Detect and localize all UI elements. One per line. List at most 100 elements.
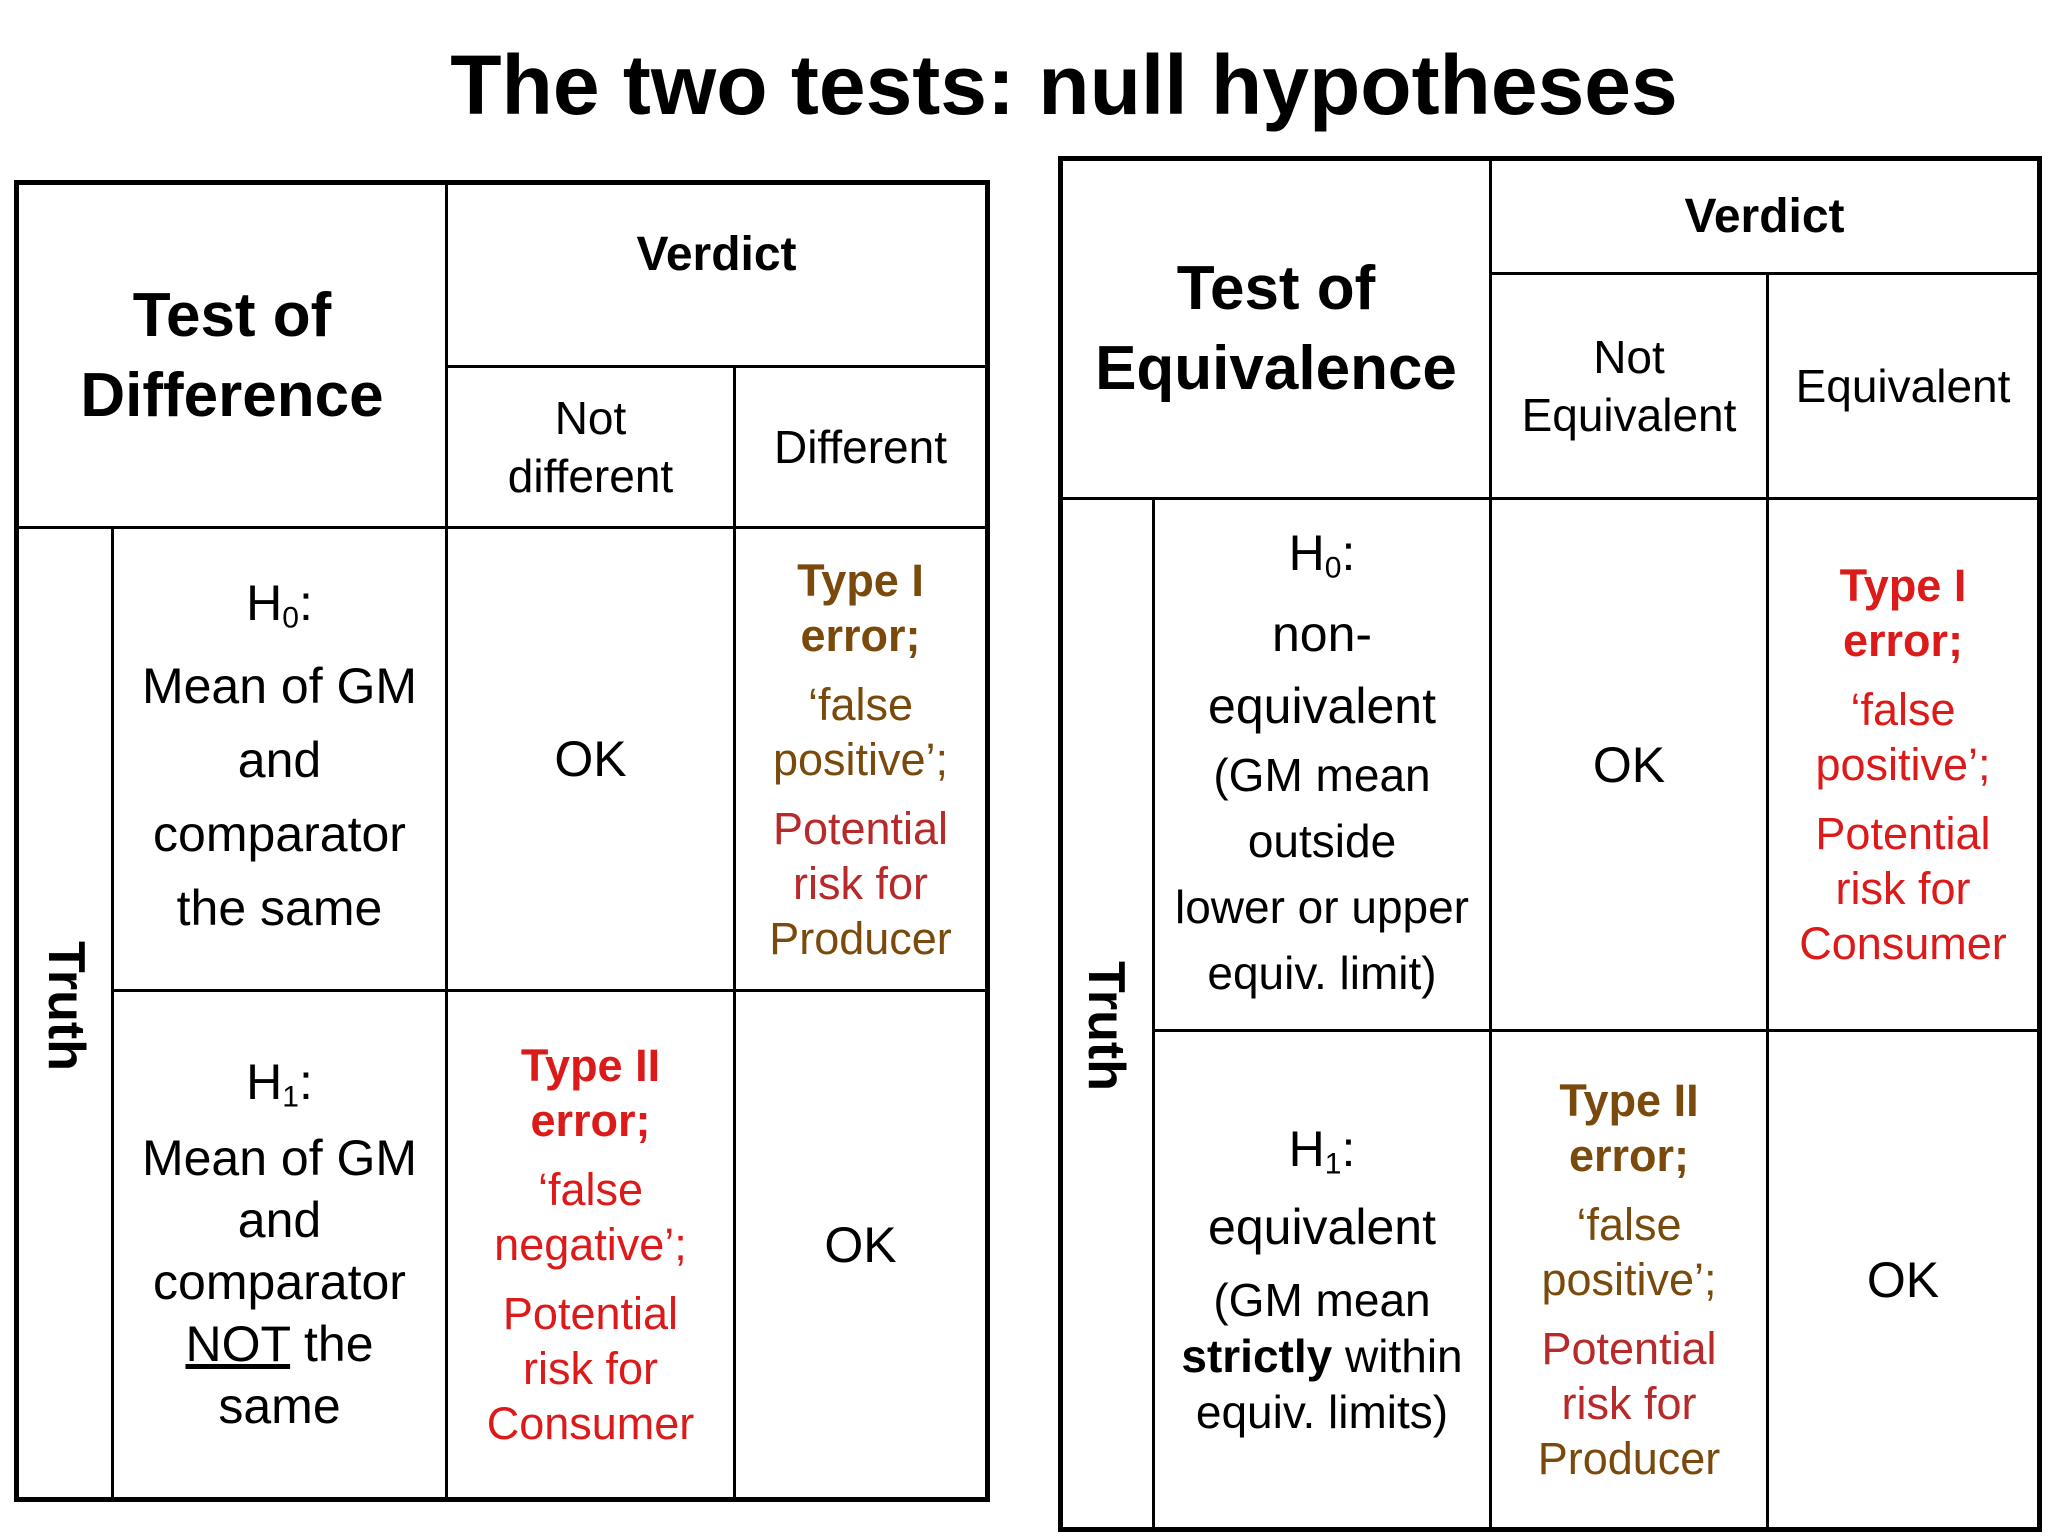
- hypothesis-text: equivalent: [1208, 678, 1436, 735]
- error-title: Type I: [797, 554, 924, 606]
- h-letter: H: [246, 575, 283, 632]
- hypothesis-word: the: [290, 1316, 374, 1373]
- column-header-line: Equivalent: [1795, 360, 2011, 412]
- h-subscript: 0: [1324, 551, 1342, 585]
- not-emphasis: NOT: [185, 1316, 291, 1373]
- hypothesis-detail: outside: [1247, 815, 1397, 868]
- h-letter: H: [1288, 1120, 1325, 1177]
- error-description-line: ‘false: [537, 1164, 644, 1215]
- column-header-equivalent: Equivalent: [1769, 275, 2037, 497]
- error-title: Type I: [1839, 560, 1967, 611]
- table-heading: Test of Difference: [19, 185, 445, 526]
- verdict-label: Verdict: [1684, 189, 1845, 243]
- error-title: error;: [530, 1095, 651, 1146]
- ok-text: OK: [824, 1216, 897, 1273]
- divider: [111, 526, 114, 1502]
- ok-cell: OK: [736, 992, 985, 1497]
- hypothesis-detail: equiv. limits): [1195, 1386, 1449, 1439]
- hypothesis-text: comparator: [153, 1254, 406, 1311]
- heading-line: Test of: [132, 280, 332, 350]
- column-header-line: Different: [773, 421, 948, 473]
- hypothesis-detail: equiv. limit): [1207, 947, 1437, 1000]
- error-description-line: ‘false: [807, 678, 914, 730]
- table-heading: Test of Equivalence: [1063, 161, 1489, 497]
- difference-table: Test of Difference Verdict Not different…: [14, 180, 990, 1502]
- table-border-bottom: [1058, 1527, 2042, 1532]
- error-description-line: positive’;: [772, 733, 949, 785]
- hypothesis-text: and: [237, 731, 322, 788]
- hypothesis-text: NOT the: [185, 1313, 373, 1375]
- heading-line: Test of: [1176, 254, 1376, 323]
- h-colon: :: [1341, 524, 1356, 581]
- h-subscript: 1: [1324, 1147, 1342, 1181]
- verdict-header: Verdict: [448, 185, 985, 325]
- h-letter: H: [246, 1053, 283, 1110]
- divider: [445, 365, 990, 368]
- hypothesis-h0: H0: Mean of GM and comparator the same: [114, 529, 445, 989]
- truth-label: Truth: [37, 941, 95, 1071]
- hypothesis-text: non-: [1271, 606, 1373, 663]
- error-description-line: positive’;: [1541, 1254, 1717, 1305]
- table-border-right: [2037, 156, 2042, 1532]
- risk-line: Consumer: [486, 1398, 695, 1449]
- table-border-top: [14, 180, 990, 185]
- divider: [1489, 272, 2042, 275]
- truth-label: Truth: [1077, 961, 1135, 1091]
- table-border-left: [14, 180, 19, 1502]
- ok-cell: OK: [448, 529, 733, 989]
- hypothesis-label: H0:: [1289, 523, 1356, 599]
- error-description: ‘false positive’;: [773, 677, 948, 787]
- hypothesis-label: H0:: [246, 573, 313, 649]
- column-header-line: different: [507, 450, 674, 502]
- ok-cell: OK: [1769, 1032, 2037, 1527]
- hypothesis-detail: strictly within: [1181, 1328, 1462, 1384]
- divider: [1152, 497, 1155, 1532]
- error-description: ‘false positive’;: [1815, 682, 1990, 792]
- column-header-line: Equivalent: [1521, 389, 1737, 441]
- hypothesis-text: and: [237, 1192, 322, 1249]
- risk-text: Potential risk for Producer: [1538, 1321, 1721, 1486]
- error-description-line: ‘false: [1576, 1199, 1682, 1250]
- column-header-line: Not: [554, 392, 627, 444]
- hypothesis-text: same: [218, 1378, 341, 1435]
- risk-line: Potential: [772, 802, 949, 854]
- h-subscript: 0: [282, 601, 299, 635]
- risk-line: risk for: [1561, 1378, 1697, 1429]
- equivalence-table: Test of Equivalence Verdict Not Equivale…: [1058, 156, 2042, 1532]
- divider: [445, 180, 448, 1502]
- error-description-line: negative’;: [494, 1219, 687, 1270]
- hypothesis-text: equivalent: [1208, 1199, 1436, 1256]
- verdict-header: Verdict: [1492, 161, 2037, 272]
- hypothesis-label: H1:: [1289, 1119, 1356, 1195]
- risk-text: Potential risk for Consumer: [487, 1286, 695, 1451]
- risk-line: Producer: [769, 912, 952, 964]
- table-border-left: [1058, 156, 1063, 1532]
- error-description: ‘false positive’;: [1541, 1197, 1716, 1307]
- column-header-different: Different: [736, 368, 985, 526]
- ok-text: OK: [554, 731, 627, 787]
- hypothesis-detail: (GM mean: [1213, 1274, 1431, 1327]
- risk-line: risk for: [522, 1343, 658, 1394]
- column-header-not-equivalent: Not Equivalent: [1492, 275, 1766, 497]
- risk-line: Potential: [1541, 1323, 1717, 1374]
- risk-line: Potential: [1815, 808, 1991, 859]
- divider: [1489, 156, 1492, 1532]
- hypothesis-text: the same: [176, 879, 383, 936]
- strictly-emphasis: strictly: [1181, 1330, 1333, 1383]
- h-colon: :: [1341, 1120, 1356, 1177]
- column-header-line: Not: [1593, 331, 1665, 383]
- page-title: The two tests: null hypotheses: [450, 38, 1678, 132]
- error-description-line: ‘false: [1850, 684, 1956, 735]
- type1-error-cell: Type I error; ‘false positive’; Potentia…: [736, 529, 985, 989]
- h-letter: H: [1288, 524, 1325, 581]
- type1-error-cell: Type I error; ‘false positive’; Potentia…: [1769, 500, 2037, 1029]
- h-subscript: 1: [282, 1080, 299, 1114]
- error-title: error;: [800, 609, 921, 661]
- hypothesis-h0: H0: non- equivalent (GM mean outside low…: [1155, 500, 1489, 1029]
- hypothesis-text: comparator: [153, 805, 406, 862]
- table-border-top: [1058, 156, 2042, 161]
- divider: [111, 989, 990, 992]
- column-header-not-different: Not different: [448, 368, 733, 526]
- risk-text: Potential risk for Producer: [769, 801, 952, 966]
- risk-line: Potential: [502, 1288, 679, 1339]
